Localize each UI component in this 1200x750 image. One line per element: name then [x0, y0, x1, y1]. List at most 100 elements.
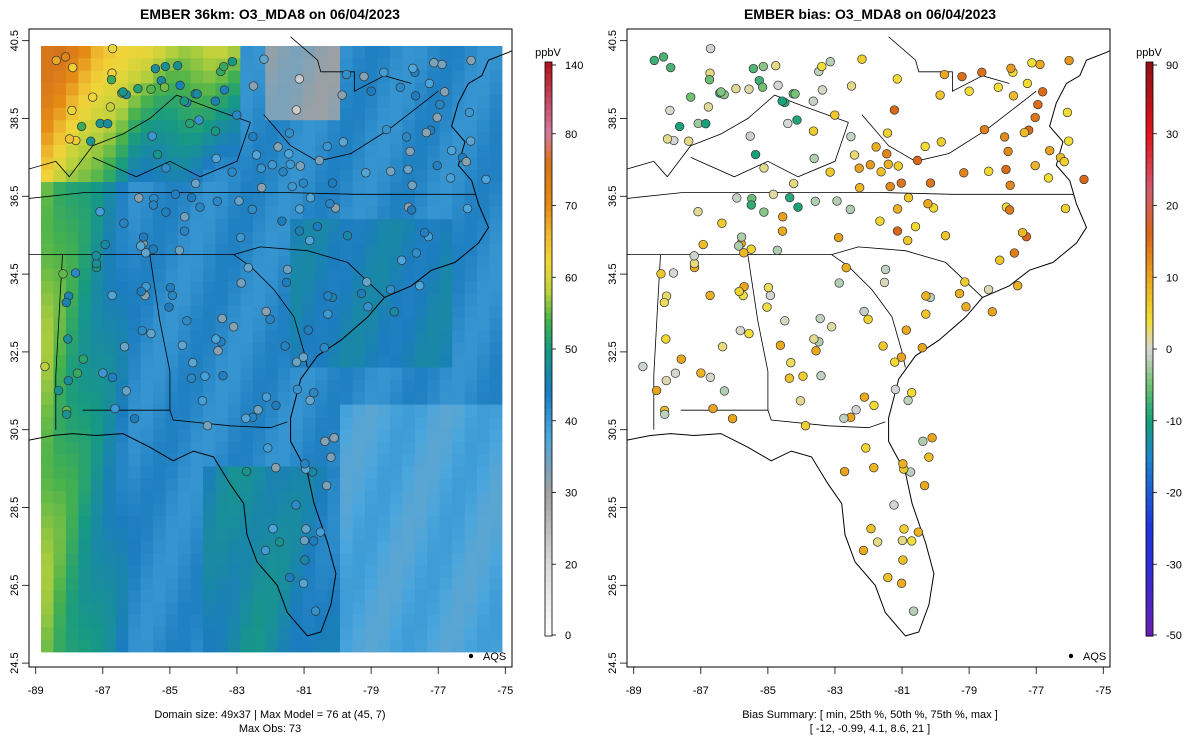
- grid-cell: [439, 614, 453, 628]
- bias-marker: [1030, 160, 1040, 171]
- grid-cell: [439, 639, 453, 653]
- grid-cell: [215, 169, 229, 183]
- left-y-axis: 40.538.536.534.532.530.528.526.524.5: [9, 30, 29, 674]
- grid-cell: [389, 602, 403, 616]
- grid-cell: [202, 602, 216, 616]
- grid-cell: [340, 194, 353, 208]
- obs-marker: [241, 466, 252, 477]
- colorbar-tick-label: 30: [1166, 129, 1178, 141]
- grid-cell: [190, 515, 204, 529]
- grid-cell: [402, 466, 416, 480]
- grid-cell: [90, 169, 104, 183]
- grid-cell: [364, 342, 378, 356]
- obs-marker: [72, 368, 83, 378]
- grid-cell: [115, 491, 129, 504]
- grid-cell: [65, 639, 79, 653]
- grid-cell: [489, 379, 503, 393]
- grid-cell: [227, 256, 241, 270]
- grid-cell: [414, 355, 428, 368]
- obs-marker: [267, 160, 277, 170]
- grid-cell: [477, 590, 490, 603]
- grid-cell: [315, 454, 328, 467]
- grid-cell: [489, 330, 503, 344]
- grid-cell: [240, 553, 254, 566]
- grid-cell: [265, 83, 279, 96]
- grid-cell: [53, 528, 67, 542]
- grid-cell: [115, 627, 129, 641]
- grid-cell: [315, 58, 328, 72]
- grid-cell: [302, 367, 316, 381]
- grid-cell: [202, 182, 216, 195]
- obs-marker: [261, 392, 272, 402]
- grid-cell: [153, 503, 166, 517]
- y-tick-label: 40.5: [9, 30, 21, 51]
- grid-cell: [389, 219, 403, 232]
- grid-cell: [402, 590, 416, 603]
- grid-cell: [414, 565, 428, 579]
- grid-cell: [65, 280, 79, 294]
- grid-cell: [153, 540, 166, 554]
- grid-cell: [340, 417, 353, 430]
- grid-cell: [477, 206, 490, 220]
- bias-marker: [845, 204, 855, 215]
- grid-cell: [202, 627, 216, 641]
- grid-cell: [153, 379, 166, 393]
- grid-cell: [190, 46, 204, 59]
- bias-marker: [859, 306, 869, 317]
- grid-cell: [315, 639, 328, 653]
- grid-cell: [41, 219, 54, 232]
- grid-cell: [277, 429, 291, 443]
- grid-cell: [352, 231, 366, 245]
- obs-marker: [285, 572, 295, 583]
- grid-cell: [340, 392, 353, 406]
- grid-cell: [153, 491, 166, 504]
- grid-cell: [140, 342, 154, 356]
- bias-marker: [846, 81, 857, 91]
- grid-cell: [90, 342, 104, 356]
- grid-cell: [41, 194, 54, 208]
- grid-cell: [402, 120, 416, 133]
- obs-marker: [481, 174, 491, 185]
- state-boundary: [627, 192, 812, 199]
- grid-cell: [41, 478, 54, 492]
- grid-cell: [464, 144, 478, 158]
- x-tick-label: -81: [894, 685, 910, 697]
- grid-cell: [414, 614, 428, 628]
- grid-cell: [78, 491, 92, 504]
- grid-cell: [115, 70, 129, 84]
- obs-marker: [359, 71, 369, 82]
- grid-cell: [115, 318, 129, 331]
- bias-marker: [912, 155, 923, 166]
- grid-cell: [277, 231, 291, 245]
- bias-marker: [816, 371, 826, 381]
- grid-cell: [202, 318, 216, 331]
- grid-cell: [78, 404, 92, 418]
- obs-marker: [461, 157, 471, 167]
- grid-cell: [290, 46, 304, 59]
- grid-cell: [153, 219, 166, 232]
- grid-cell: [352, 268, 366, 282]
- obs-marker: [76, 121, 87, 132]
- grid-cell: [265, 243, 279, 257]
- grid-cell: [240, 169, 254, 183]
- grid-cell: [352, 614, 366, 628]
- obs-marker: [53, 385, 64, 396]
- grid-cell: [477, 577, 490, 591]
- grid-cell: [340, 157, 353, 171]
- grid-cell: [439, 478, 453, 492]
- grid-cell: [464, 540, 478, 554]
- grid-cell: [53, 639, 67, 653]
- grid-cell: [389, 144, 403, 158]
- grid-cell: [452, 540, 466, 554]
- grid-cell: [153, 46, 166, 59]
- grid-cell: [140, 367, 154, 381]
- grid-cell: [302, 503, 316, 517]
- grid-cell: [53, 330, 67, 344]
- grid-cell: [414, 58, 428, 72]
- grid-cell: [190, 305, 204, 319]
- bias-marker: [1079, 174, 1089, 185]
- grid-cell: [202, 107, 216, 121]
- grid-cell: [402, 478, 416, 492]
- grid-cell: [53, 577, 67, 591]
- grid-cell: [227, 614, 241, 628]
